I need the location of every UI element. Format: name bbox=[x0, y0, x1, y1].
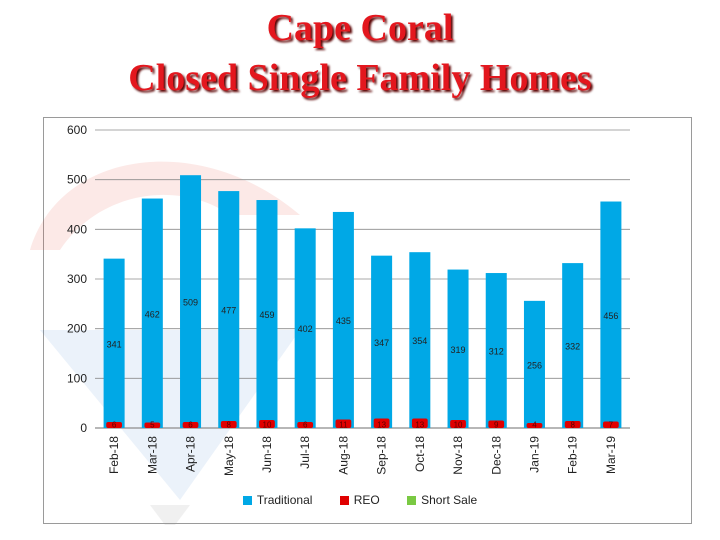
data-label-reo: 13 bbox=[415, 421, 424, 430]
bar-traditional bbox=[600, 201, 622, 428]
x-tick-label: Feb-18 bbox=[107, 436, 121, 474]
data-label-traditional: 435 bbox=[336, 316, 351, 326]
data-label-traditional: 402 bbox=[298, 324, 313, 334]
data-label-reo: 9 bbox=[494, 421, 499, 430]
legend-item-reo: REO bbox=[339, 493, 380, 507]
data-label-traditional: 354 bbox=[412, 336, 427, 346]
y-tick-label: 200 bbox=[67, 322, 87, 336]
legend-swatch-reo bbox=[339, 495, 349, 505]
bar-reo bbox=[259, 420, 275, 428]
y-tick-label: 0 bbox=[80, 421, 87, 435]
data-label-traditional: 456 bbox=[603, 311, 618, 321]
bar-traditional bbox=[371, 255, 393, 428]
x-tick-label: Oct-18 bbox=[413, 436, 427, 472]
x-tick-label: Nov-18 bbox=[451, 436, 465, 475]
data-label-reo: 11 bbox=[339, 421, 348, 430]
bar-traditional bbox=[103, 258, 125, 428]
y-tick-label: 300 bbox=[67, 272, 87, 286]
data-label-traditional: 477 bbox=[221, 306, 236, 316]
x-tick-label: May-18 bbox=[222, 436, 236, 476]
bar-traditional bbox=[256, 200, 278, 428]
bar-traditional bbox=[485, 273, 507, 428]
bar-traditional bbox=[562, 263, 584, 428]
bar-traditional bbox=[180, 175, 202, 428]
data-label-traditional: 459 bbox=[259, 310, 274, 320]
data-label-traditional: 341 bbox=[107, 339, 122, 349]
data-label-reo: 4 bbox=[532, 421, 537, 430]
bar-reo bbox=[106, 422, 122, 428]
bar-reo bbox=[182, 422, 199, 428]
x-tick-label: Jan-19 bbox=[527, 436, 541, 473]
y-tick-label: 400 bbox=[67, 222, 87, 236]
legend-swatch-short-sale bbox=[407, 495, 417, 505]
data-label-traditional: 256 bbox=[527, 360, 542, 370]
bar-traditional bbox=[447, 269, 469, 428]
x-tick-label: Sep-18 bbox=[375, 436, 389, 475]
data-label-reo: 7 bbox=[609, 421, 614, 430]
bar-traditional bbox=[332, 211, 354, 428]
legend-swatch-traditional bbox=[242, 495, 252, 505]
chart-title-line2: Closed Single Family Homes bbox=[128, 57, 592, 99]
bar-traditional bbox=[218, 191, 240, 428]
bar-reo bbox=[564, 421, 581, 428]
data-label-traditional: 462 bbox=[145, 309, 160, 319]
chart-legend: Traditional REO Short Sale bbox=[0, 493, 720, 508]
bar-reo bbox=[220, 421, 237, 428]
data-label-traditional: 509 bbox=[183, 298, 198, 308]
y-tick-label: 600 bbox=[67, 123, 87, 137]
bar-reo bbox=[297, 422, 314, 428]
bar-traditional bbox=[409, 252, 431, 428]
data-label-reo: 10 bbox=[263, 421, 272, 430]
data-label-traditional: 312 bbox=[489, 347, 504, 357]
bar-reo bbox=[488, 420, 505, 428]
data-label-reo: 8 bbox=[570, 421, 575, 430]
bar-reo bbox=[335, 419, 352, 428]
x-tick-label: Mar-18 bbox=[145, 436, 159, 474]
x-tick-label: Jul-18 bbox=[298, 436, 312, 469]
x-tick-label: Dec-18 bbox=[489, 436, 503, 475]
bar-reo bbox=[411, 418, 428, 428]
data-label-reo: 6 bbox=[303, 421, 308, 430]
bar-reo bbox=[526, 423, 543, 428]
legend-label-short-sale: Short Sale bbox=[421, 493, 478, 507]
data-label-traditional: 332 bbox=[565, 342, 580, 352]
data-label-reo: 10 bbox=[454, 421, 463, 430]
bar-traditional bbox=[523, 300, 545, 428]
bar-reo bbox=[603, 421, 619, 428]
x-tick-label: Mar-19 bbox=[604, 436, 618, 474]
legend-label-reo: REO bbox=[353, 493, 380, 507]
y-tick-label: 100 bbox=[67, 371, 87, 385]
x-tick-label: Aug-18 bbox=[336, 436, 350, 475]
x-tick-label: Jun-18 bbox=[260, 436, 274, 473]
legend-item-short-sale: Short Sale bbox=[407, 493, 477, 507]
bar-traditional bbox=[294, 228, 316, 428]
data-label-reo: 13 bbox=[377, 421, 386, 430]
x-tick-label: Feb-19 bbox=[566, 436, 580, 474]
x-tick-label: Apr-18 bbox=[184, 436, 198, 472]
legend-item-traditional: Traditional bbox=[242, 493, 313, 507]
chart-title-line1: Cape Coral bbox=[266, 7, 454, 49]
data-label-reo: 6 bbox=[188, 421, 193, 430]
data-label-reo: 5 bbox=[150, 421, 155, 430]
data-label-traditional: 319 bbox=[451, 345, 466, 355]
bar-reo bbox=[144, 422, 161, 428]
bar-traditional bbox=[141, 198, 163, 428]
data-label-reo: 8 bbox=[227, 421, 232, 430]
data-label-traditional: 347 bbox=[374, 338, 389, 348]
data-label-reo: 6 bbox=[112, 421, 117, 430]
bar-reo bbox=[450, 420, 466, 428]
bar-reo bbox=[373, 418, 390, 428]
y-tick-label: 500 bbox=[67, 173, 87, 187]
legend-label-traditional: Traditional bbox=[256, 493, 313, 507]
